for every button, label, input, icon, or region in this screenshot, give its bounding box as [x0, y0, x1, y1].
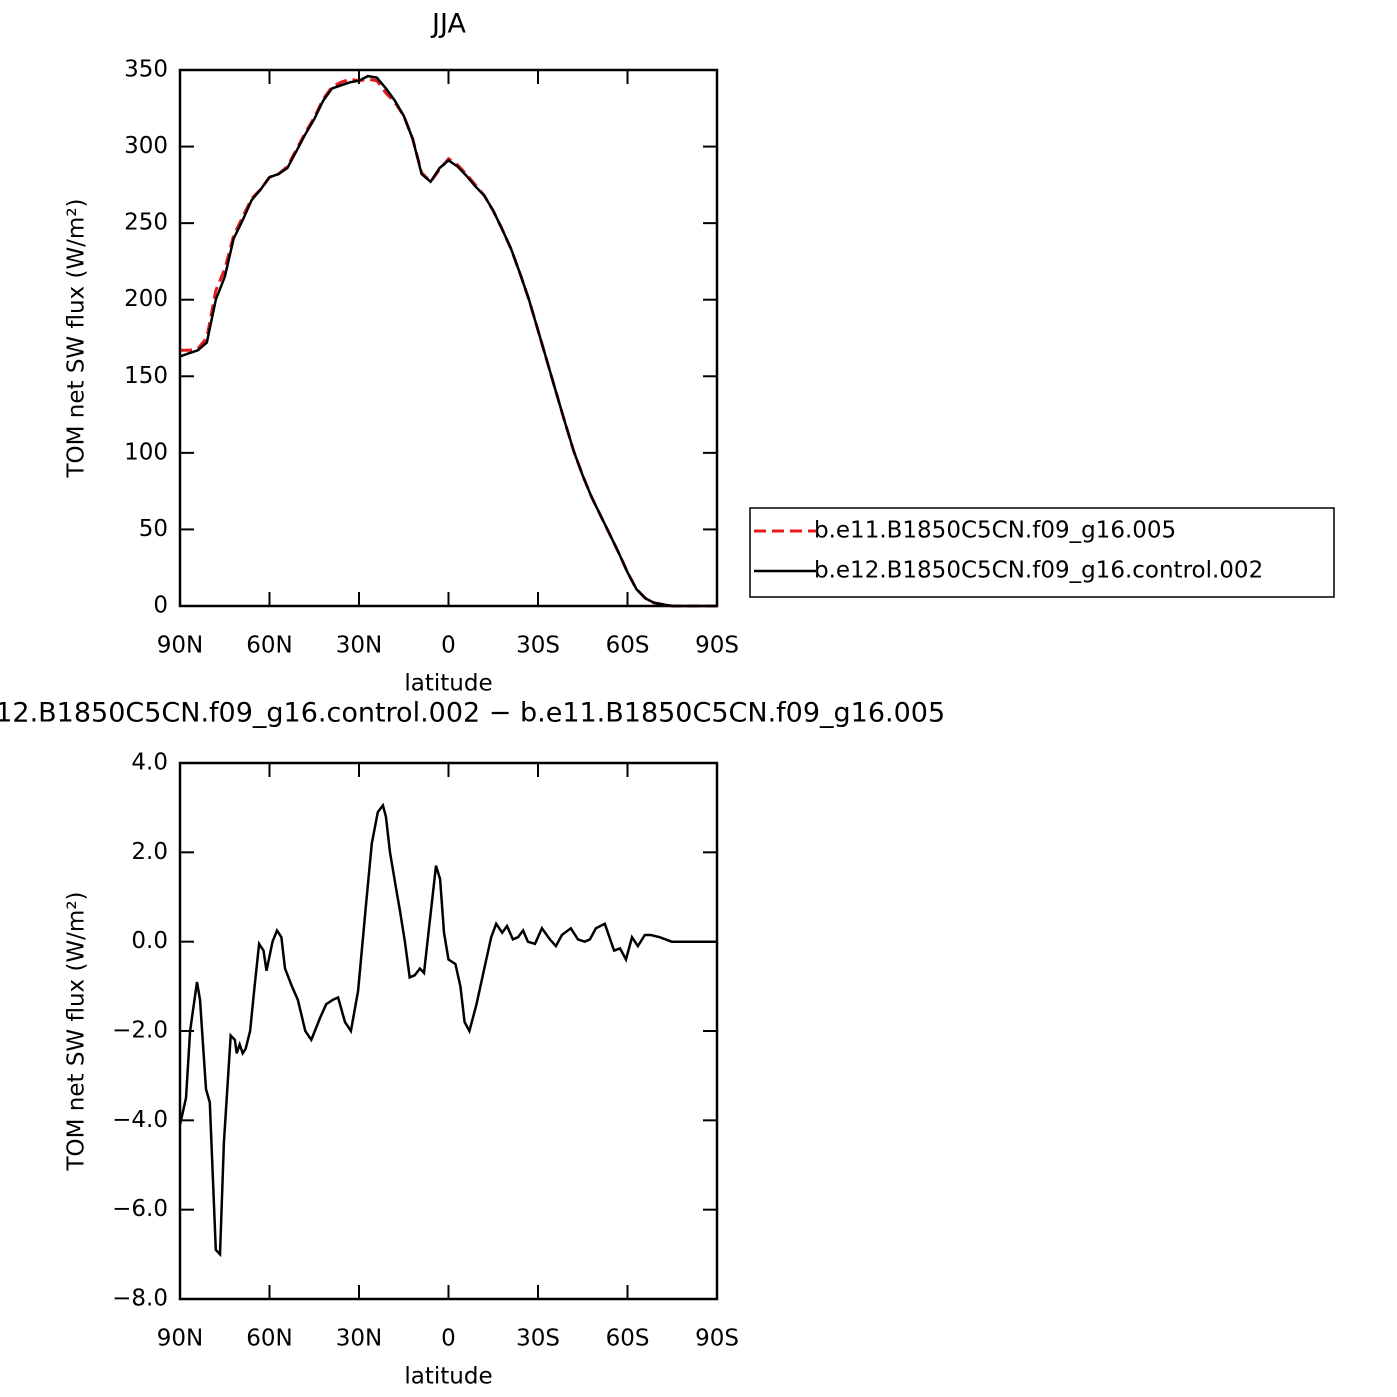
x-tick-label: 60N: [246, 1326, 292, 1352]
y-tick-label: −8.0: [112, 1286, 168, 1312]
y-axis-label: TOM net SW flux (W/m²): [64, 198, 90, 478]
x-tick-label: 90N: [157, 633, 203, 659]
y-tick-label: −6.0: [112, 1196, 168, 1222]
y-tick-label: 200: [124, 286, 168, 312]
x-tick-label: 60N: [246, 633, 292, 659]
x-tick-label: 90S: [695, 633, 739, 659]
plot-frame: [178, 68, 719, 608]
legend-box: [749, 507, 1335, 598]
chart-title: b.e12.B1850C5CN.f09_g16.control.002 − b.…: [0, 698, 945, 729]
x-axis-label: latitude: [404, 1364, 492, 1390]
y-axis-label: TOM net SW flux (W/m²): [64, 891, 90, 1171]
y-tick-label: 300: [124, 133, 168, 159]
y-tick-label: 50: [139, 516, 168, 542]
y-tick-label: −4.0: [112, 1107, 168, 1133]
x-tick-label: 0: [441, 1326, 456, 1352]
x-tick-label: 30S: [516, 633, 560, 659]
series-line: [179, 74, 717, 608]
x-tick-label: 0: [441, 633, 456, 659]
x-axis-label: latitude: [404, 671, 492, 697]
plot-frame: [178, 761, 719, 1301]
y-tick-label: 350: [124, 57, 168, 83]
x-tick-label: 30S: [516, 1326, 560, 1352]
x-tick-label: 60S: [606, 1326, 650, 1352]
y-tick-label: 150: [124, 363, 168, 389]
x-tick-label: 30N: [336, 633, 382, 659]
y-tick-label: 250: [124, 210, 168, 236]
legend-label: b.e12.B1850C5CN.f09_g16.control.002: [814, 558, 1263, 584]
y-tick-label: 0: [153, 593, 168, 619]
y-tick-label: 2.0: [131, 839, 168, 865]
series-line: [178, 802, 717, 1258]
x-tick-label: 90S: [695, 1326, 739, 1352]
y-tick-label: 0.0: [131, 928, 168, 954]
legend-label: b.e11.B1850C5CN.f09_g16.005: [814, 518, 1176, 544]
y-tick-label: 4.0: [131, 750, 168, 776]
y-tick-label: 100: [124, 439, 168, 465]
legend: b.e11.B1850C5CN.f09_g16.005 b.e12.B1850C5…: [749, 507, 1335, 598]
chart-title: JJA: [430, 9, 466, 40]
y-tick-label: −2.0: [112, 1018, 168, 1044]
x-tick-label: 30N: [336, 1326, 382, 1352]
x-tick-label: 90N: [157, 1326, 203, 1352]
x-tick-label: 60S: [606, 633, 650, 659]
series-line: [180, 77, 717, 608]
